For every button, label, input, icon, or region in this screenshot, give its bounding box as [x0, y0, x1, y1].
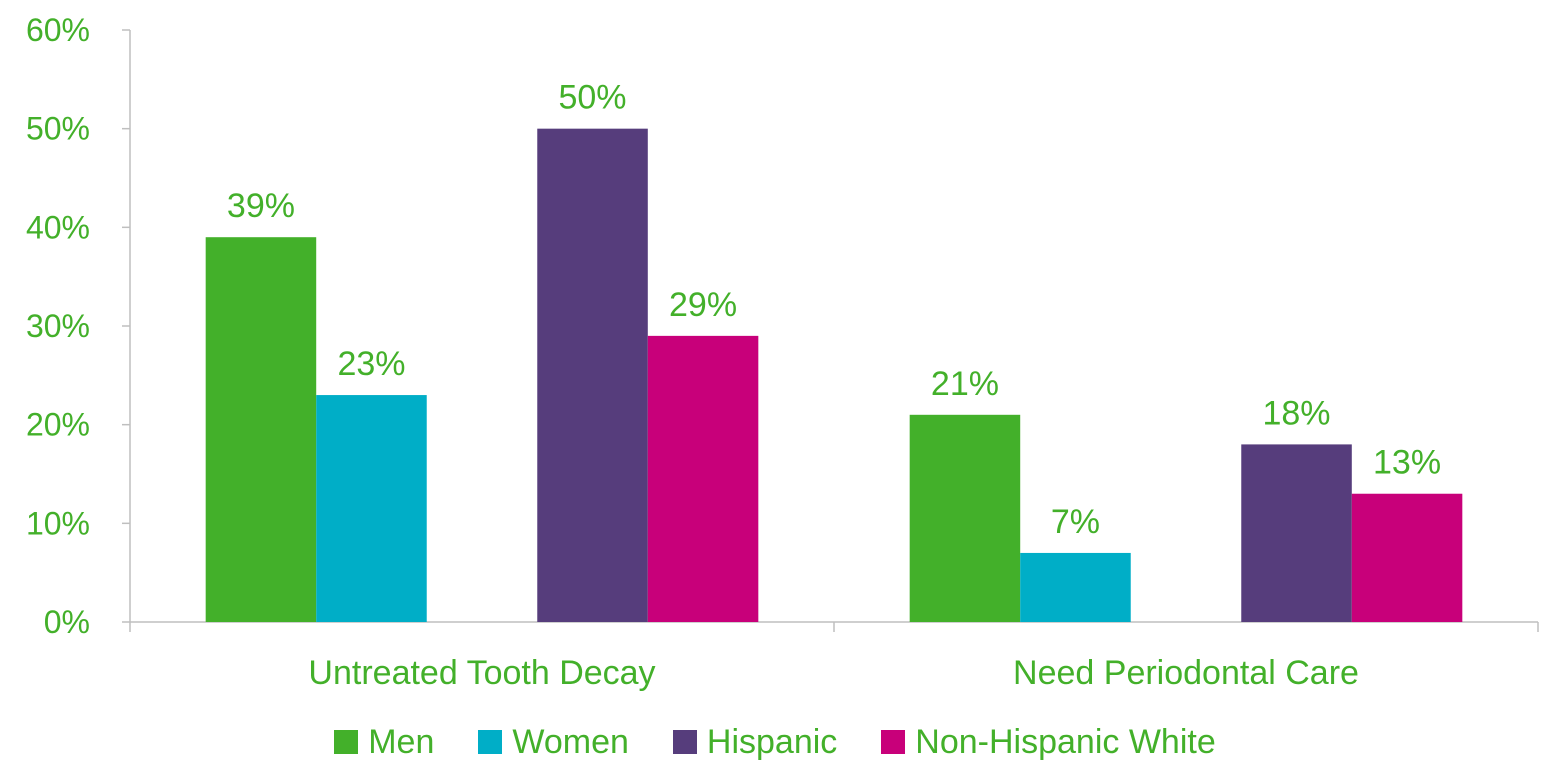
y-tick-label: 40% — [26, 209, 90, 245]
bar-hispanic-1 — [1241, 444, 1352, 622]
legend-item-men: Men — [334, 722, 434, 762]
legend-label: Hispanic — [706, 723, 838, 761]
y-tick-label: 10% — [26, 505, 90, 541]
legend: Men Women Hispanic Non-Hispanic White — [0, 722, 1550, 762]
bar-non-hispanic-white-1 — [1351, 493, 1463, 622]
data-label: 13% — [1373, 444, 1441, 482]
legend-swatch — [478, 730, 503, 754]
x-axis: Untreated Tooth Decay Need Periodontal Ca… — [129, 621, 1539, 692]
x-category-label: Untreated Tooth Decay — [308, 654, 655, 692]
legend-item-hispanic: Hispanic — [672, 722, 838, 762]
data-label: 7% — [1051, 503, 1100, 541]
y-axis: 0% 10% 20% 30% 40% 50% 60% — [26, 12, 131, 640]
data-label: 21% — [931, 365, 999, 403]
legend-label: Men — [368, 723, 435, 761]
y-tick-label: 0% — [44, 604, 90, 640]
bar-women-0 — [316, 395, 427, 622]
legend-item-women: Women — [478, 722, 629, 762]
bar-women-1 — [1020, 552, 1131, 622]
y-tick-label: 60% — [26, 12, 90, 48]
bar-men-0 — [205, 237, 317, 622]
legend-item-non-hispanic-white: Non-Hispanic White — [881, 722, 1216, 762]
data-labels: 39% 23% 50% 29% 21% 7% 18% 13% — [227, 79, 1441, 541]
y-tick-label: 50% — [26, 111, 90, 147]
data-label: 18% — [1262, 394, 1330, 432]
data-label: 39% — [227, 187, 295, 225]
legend-label: Non-Hispanic White — [915, 723, 1216, 761]
y-tick-label: 30% — [26, 308, 90, 344]
bar-non-hispanic-white-0 — [647, 335, 759, 622]
data-label: 29% — [669, 286, 737, 324]
legend-label: Women — [512, 723, 629, 761]
legend-swatch — [881, 730, 906, 754]
legend-swatch — [334, 730, 359, 754]
data-label: 23% — [337, 345, 405, 383]
bars — [205, 128, 1463, 622]
bar-hispanic-0 — [537, 128, 648, 622]
bar-men-1 — [909, 414, 1021, 622]
y-tick-label: 20% — [26, 407, 90, 443]
data-label: 50% — [558, 79, 626, 117]
x-category-label: Need Periodontal Care — [1013, 654, 1359, 692]
legend-swatch — [672, 730, 697, 754]
